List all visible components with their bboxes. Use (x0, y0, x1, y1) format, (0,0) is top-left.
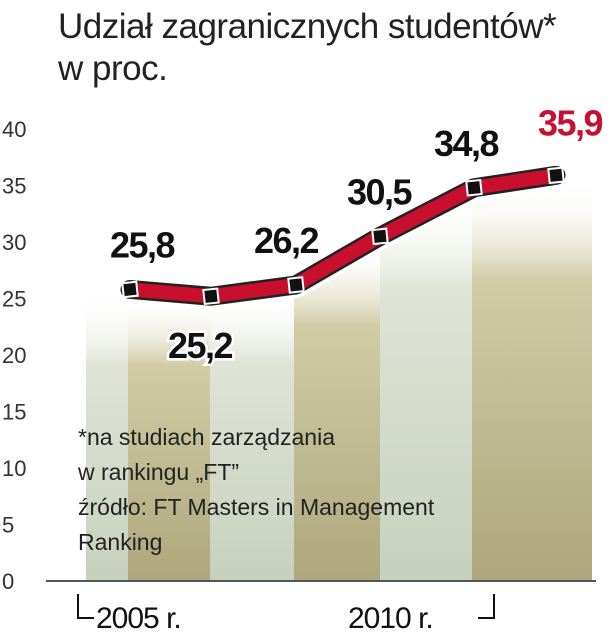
data-label: 35,9 (538, 102, 603, 143)
footnote-line: w rankingu „FT” (77, 459, 239, 485)
y-tick-label: 25 (2, 287, 26, 312)
y-tick-label: 35 (2, 174, 26, 199)
data-label: 34,8 (434, 123, 499, 164)
data-point-marker (121, 280, 139, 299)
data-label: 25,8 (110, 224, 175, 265)
background-band (380, 191, 472, 581)
y-tick-label: 30 (2, 230, 26, 255)
background-band (86, 293, 128, 581)
x-tick-label: 2010 r. (348, 602, 433, 635)
data-point-marker (287, 276, 305, 294)
footnote-line: Ranking (78, 529, 162, 555)
footnote-line: *na studiach zarządzania (78, 424, 335, 450)
data-point-marker (202, 287, 220, 306)
data-point-marker (547, 166, 565, 185)
data-point-marker (371, 227, 389, 246)
data-label: 30,5 (347, 171, 413, 212)
y-tick-label: 0 (2, 569, 14, 594)
y-tick-label: 15 (2, 400, 26, 425)
x-bracket-left (77, 594, 94, 619)
y-tick-label: 20 (2, 343, 26, 368)
title-line: Udział zagranicznych studentów* (58, 7, 557, 46)
chart-title: Udział zagranicznych studentów* w proc. (58, 6, 608, 90)
x-bracket-right (478, 594, 495, 619)
background-band (210, 288, 294, 581)
footnote-line: źródło: FT Masters in Management (78, 494, 435, 520)
background-band (128, 293, 210, 581)
y-tick-label: 40 (2, 117, 26, 142)
background-band (472, 179, 592, 581)
data-label: 26,2 (254, 220, 319, 261)
y-tick-label: 10 (2, 456, 26, 481)
x-tick-label: 2005 r. (96, 602, 181, 635)
series-line (123, 168, 563, 304)
subtitle-line: w proc. (58, 49, 168, 88)
background-band (294, 240, 380, 581)
y-tick-label: 5 (2, 513, 14, 538)
data-point-marker (465, 178, 483, 197)
data-label: 25,2 (168, 325, 233, 366)
